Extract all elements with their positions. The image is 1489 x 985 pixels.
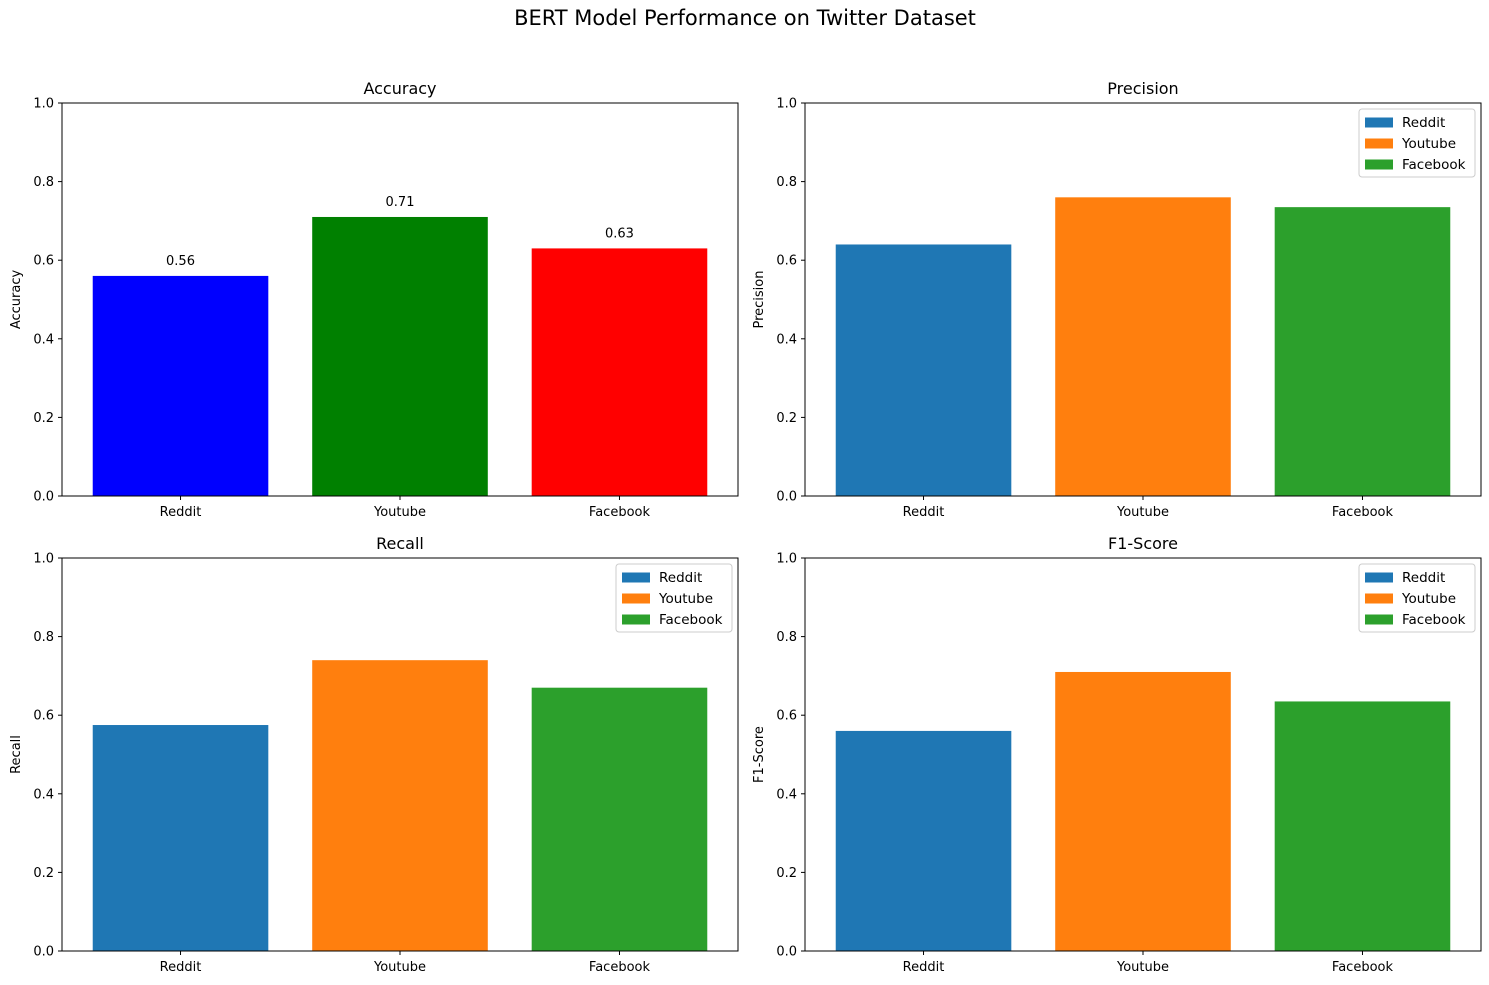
legend-entry: Reddit	[659, 570, 702, 586]
y-tick-label: 0.6	[33, 254, 54, 269]
bar-reddit	[92, 275, 269, 496]
bar-youtube	[1055, 197, 1231, 496]
y-tick-label: 0.4	[776, 332, 797, 347]
legend-entry: Facebook	[659, 612, 723, 628]
y-axis-label: Recall	[9, 735, 24, 774]
y-tick-label: 0.0	[776, 490, 797, 505]
legend-swatch	[622, 593, 650, 604]
y-tick-label: 0.2	[776, 411, 797, 426]
legend-swatch	[1365, 593, 1393, 604]
y-tick-label: 0.2	[33, 411, 54, 426]
x-tick-label: Reddit	[160, 505, 202, 520]
x-tick-label: Youtube	[373, 960, 426, 975]
x-tick-label: Youtube	[1116, 960, 1169, 975]
legend: Reddit Youtube Facebook	[615, 563, 733, 633]
legend-swatch	[1365, 138, 1393, 149]
legend-swatch	[622, 572, 650, 583]
y-tick-label: 0.0	[33, 945, 54, 960]
bar-youtube	[312, 660, 488, 951]
x-tick-label: Facebook	[1332, 505, 1394, 520]
subplot-title: Accuracy	[363, 79, 436, 98]
y-tick-label: 0.8	[33, 175, 54, 190]
legend-entry: Reddit	[1402, 115, 1445, 131]
legend-entry: Reddit	[1402, 570, 1445, 586]
x-tick-label: Reddit	[160, 960, 202, 975]
bar-facebook	[1274, 701, 1451, 951]
y-axis-label: Precision	[752, 270, 767, 328]
y-tick-label: 0.0	[33, 490, 54, 505]
data-label: 0.63	[605, 226, 634, 241]
y-tick-label: 0.0	[776, 945, 797, 960]
y-tick-label: 0.8	[776, 175, 797, 190]
legend-swatch	[1365, 572, 1393, 583]
subplot-title: F1-Score	[1108, 534, 1178, 553]
subplot-grid: Accuracy0.560.710.630.00.20.40.60.81.0Re…	[9, 79, 1482, 975]
y-tick-label: 0.6	[33, 709, 54, 724]
legend-entry: Youtube	[658, 591, 713, 607]
data-label: 0.56	[166, 254, 195, 269]
y-tick-label: 1.0	[33, 552, 54, 567]
x-tick-label: Youtube	[373, 505, 426, 520]
subplot-accuracy: Accuracy 0.56 0.71 0.63 0.0 0.2 0.4 0.6 0.8 1.0 Re…	[9, 79, 739, 520]
figure-title: BERT Model Performance on Twitter Datase…	[514, 6, 976, 30]
y-tick-label: 0.8	[33, 630, 54, 645]
legend-swatch	[1365, 117, 1393, 128]
subplot-f1-score: F1-Score 0.0 0.2 0.4 0.6 0.8 1.0 Reddit Youtube F…	[752, 534, 1482, 975]
y-tick-label: 0.4	[33, 332, 54, 347]
bar-youtube	[1055, 671, 1231, 951]
y-tick-label: 0.2	[33, 866, 54, 881]
bar-reddit	[835, 244, 1012, 496]
x-tick-label: Reddit	[903, 960, 945, 975]
legend-entry: Facebook	[1402, 612, 1466, 628]
x-tick-label: Facebook	[1332, 960, 1394, 975]
legend-swatch	[622, 614, 650, 625]
x-tick-label: Facebook	[589, 960, 651, 975]
bar-reddit	[835, 730, 1012, 951]
y-axis-label: F1-Score	[752, 726, 767, 783]
legend: Reddit Youtube Facebook	[1358, 108, 1476, 178]
subplot-title: Recall	[376, 534, 424, 553]
legend-swatch	[1365, 614, 1393, 625]
legend-entry: Youtube	[1401, 136, 1456, 152]
legend-swatch	[1365, 159, 1393, 170]
y-tick-label: 0.6	[776, 254, 797, 269]
legend: Reddit Youtube Facebook	[1358, 563, 1476, 633]
bar-facebook	[1274, 207, 1451, 496]
y-axis-label: Accuracy	[9, 270, 24, 330]
data-label: 0.71	[386, 195, 415, 210]
y-tick-label: 0.4	[776, 787, 797, 802]
y-tick-label: 0.6	[776, 709, 797, 724]
x-tick-label: Facebook	[589, 505, 651, 520]
bar-facebook	[531, 248, 708, 496]
subplot-precision: Precision 0.0 0.2 0.4 0.6 0.8 1.0 Reddit Youtube…	[752, 79, 1482, 520]
bar-reddit	[92, 725, 269, 951]
bar-facebook	[531, 687, 708, 951]
legend-entry: Youtube	[1401, 591, 1456, 607]
x-tick-label: Youtube	[1116, 505, 1169, 520]
bar-youtube	[312, 216, 488, 496]
y-tick-label: 1.0	[776, 552, 797, 567]
y-tick-label: 1.0	[776, 97, 797, 112]
y-tick-label: 0.2	[776, 866, 797, 881]
legend-entry: Facebook	[1402, 157, 1466, 173]
y-tick-label: 0.4	[33, 787, 54, 802]
subplot-recall: Recall 0.0 0.2 0.4 0.6 0.8 1.0 Reddit Youtube Fac…	[9, 534, 739, 975]
y-tick-label: 1.0	[33, 97, 54, 112]
subplot-title: Precision	[1107, 79, 1178, 98]
x-tick-label: Reddit	[903, 505, 945, 520]
y-tick-label: 0.8	[776, 630, 797, 645]
